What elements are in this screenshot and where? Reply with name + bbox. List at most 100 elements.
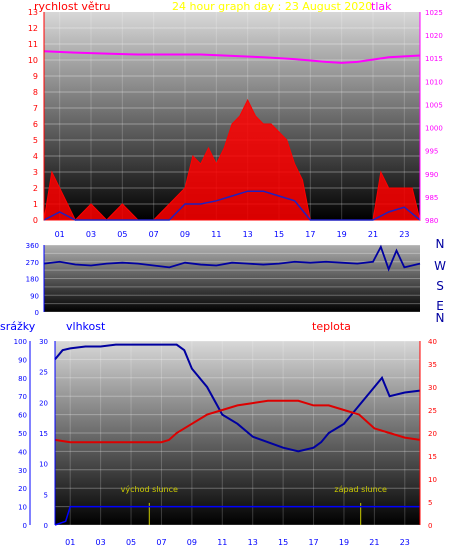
wind-axis-label: rychlost větru <box>34 0 110 13</box>
wind-tick-label: 9 <box>33 72 38 81</box>
rain-axis-label: srážky <box>0 320 36 333</box>
humidity-tick-label: 15 <box>39 430 48 438</box>
pressure-tick-label: 1000 <box>425 125 443 133</box>
direction-tick-label: 360 <box>26 242 39 250</box>
wind-x-tick-label: 03 <box>86 230 96 239</box>
rain-tick-label: 70 <box>18 393 27 401</box>
wind-tick-label: 1 <box>33 200 38 209</box>
rain-tick-label: 10 <box>18 504 27 512</box>
temperature-tick-label: 30 <box>428 384 437 392</box>
rain-series <box>54 505 420 526</box>
humidity-series <box>54 343 421 453</box>
weather-x-tick-label: 15 <box>278 538 288 547</box>
wind-x-tick-label: 15 <box>274 230 284 239</box>
humidity-tick-label: 30 <box>39 338 48 346</box>
wind-x-tick-label: 05 <box>117 230 127 239</box>
temperature-tick-label: 10 <box>428 476 437 484</box>
humidity-tick-label: 0 <box>44 522 48 530</box>
direction-compass-label: S <box>436 279 444 293</box>
humidity-tick-label: 25 <box>39 369 48 377</box>
direction-series <box>43 244 421 272</box>
pressure-tick-label: 990 <box>425 171 438 179</box>
pressure-series <box>43 50 421 64</box>
pressure-tick-label: 985 <box>425 194 438 202</box>
temperature-tick-label: 5 <box>428 499 432 507</box>
weather-plot-area <box>55 341 420 525</box>
wind-tick-label: 6 <box>33 120 38 129</box>
weather-x-tick-label: 09 <box>187 538 197 547</box>
weather-series: východ slunce západ slunce <box>54 343 421 526</box>
sun-annotation: západ slunce <box>334 485 387 494</box>
weather-x-tick-label: 03 <box>96 538 106 547</box>
weather-x-tick-label: 07 <box>156 538 166 547</box>
weather-x-tick-label: 11 <box>217 538 227 547</box>
pressure-axis-label: tlak <box>371 0 392 13</box>
humidity-axis-label: vlhkost <box>66 320 106 333</box>
rain-tick-label: 90 <box>18 356 27 364</box>
temperature-tick-label: 0 <box>428 522 432 530</box>
wind-average-series <box>43 190 421 221</box>
wind-series <box>43 50 421 221</box>
humidity-tick-label: 20 <box>39 399 48 407</box>
wind-x-tick-label: 17 <box>305 230 315 239</box>
direction-tick-label: 270 <box>26 259 39 267</box>
rain-tick-label: 30 <box>18 467 27 475</box>
temperature-tick-label: 20 <box>428 430 437 438</box>
chart-title: 24 hour graph day : 23 August 2020 <box>172 0 372 13</box>
direction-tick-label: 180 <box>26 276 39 284</box>
wind-tick-label: 10 <box>28 56 38 65</box>
temperature-tick-label: 15 <box>428 453 437 461</box>
humidity-tick-label: 10 <box>39 461 48 469</box>
wind-tick-label: 5 <box>33 136 38 145</box>
rain-tick-label: 100 <box>14 338 27 346</box>
pressure-tick-label: 980 <box>425 217 438 225</box>
wind-tick-label: 0 <box>33 216 38 225</box>
temperature-tick-label: 35 <box>428 361 437 369</box>
direction-compass-label: N <box>436 237 445 251</box>
direction-grid <box>44 244 420 313</box>
wind-tick-label: 13 <box>28 8 38 17</box>
weather-x-tick-label: 17 <box>308 538 318 547</box>
wind-x-tick-label: 09 <box>180 230 190 239</box>
wind-tick-label: 11 <box>28 40 38 49</box>
temperature-series <box>54 399 421 444</box>
weather-x-tick-label: 05 <box>126 538 136 547</box>
weather-x-tick-label: 01 <box>65 538 75 547</box>
wind-gust-series <box>43 98 421 221</box>
weather-x-tick-label: 23 <box>400 538 410 547</box>
wind-axes: 0123456789101112139809859909951000100510… <box>28 8 443 239</box>
wind-x-tick-label: 01 <box>55 230 65 239</box>
direction-plot-area <box>44 245 420 312</box>
wind-x-tick-label: 13 <box>243 230 253 239</box>
sun-annotation: východ slunce <box>121 485 178 494</box>
wind-x-tick-label: 07 <box>149 230 159 239</box>
direction-compass-label: N <box>436 311 445 325</box>
wind-x-tick-label: 21 <box>368 230 378 239</box>
weather-x-tick-label: 19 <box>339 538 349 547</box>
temperature-axis-label: teplota <box>312 320 351 333</box>
humidity-tick-label: 5 <box>44 491 48 499</box>
rain-tick-label: 60 <box>18 412 27 420</box>
pressure-tick-label: 1025 <box>425 9 443 17</box>
pressure-tick-label: 995 <box>425 148 438 156</box>
weather-axes: 0102030405060708090100051015202530051015… <box>14 338 437 547</box>
direction-compass-label: E <box>436 299 444 313</box>
wind-tick-label: 3 <box>33 168 38 177</box>
wind-tick-label: 8 <box>33 88 38 97</box>
temperature-tick-label: 40 <box>428 338 437 346</box>
wind-x-tick-label: 11 <box>211 230 221 239</box>
weather-x-tick-label: 21 <box>369 538 379 547</box>
direction-compass-label: W <box>434 259 446 273</box>
rain-tick-label: 20 <box>18 485 27 493</box>
wind-tick-label: 4 <box>33 152 38 161</box>
wind-tick-label: 2 <box>33 184 38 193</box>
rain-tick-label: 50 <box>18 430 27 438</box>
temperature-tick-label: 25 <box>428 407 437 415</box>
rain-tick-label: 0 <box>23 522 27 530</box>
wind-x-tick-label: 23 <box>399 230 409 239</box>
rain-tick-label: 80 <box>18 375 27 383</box>
wind-tick-label: 12 <box>28 24 38 33</box>
